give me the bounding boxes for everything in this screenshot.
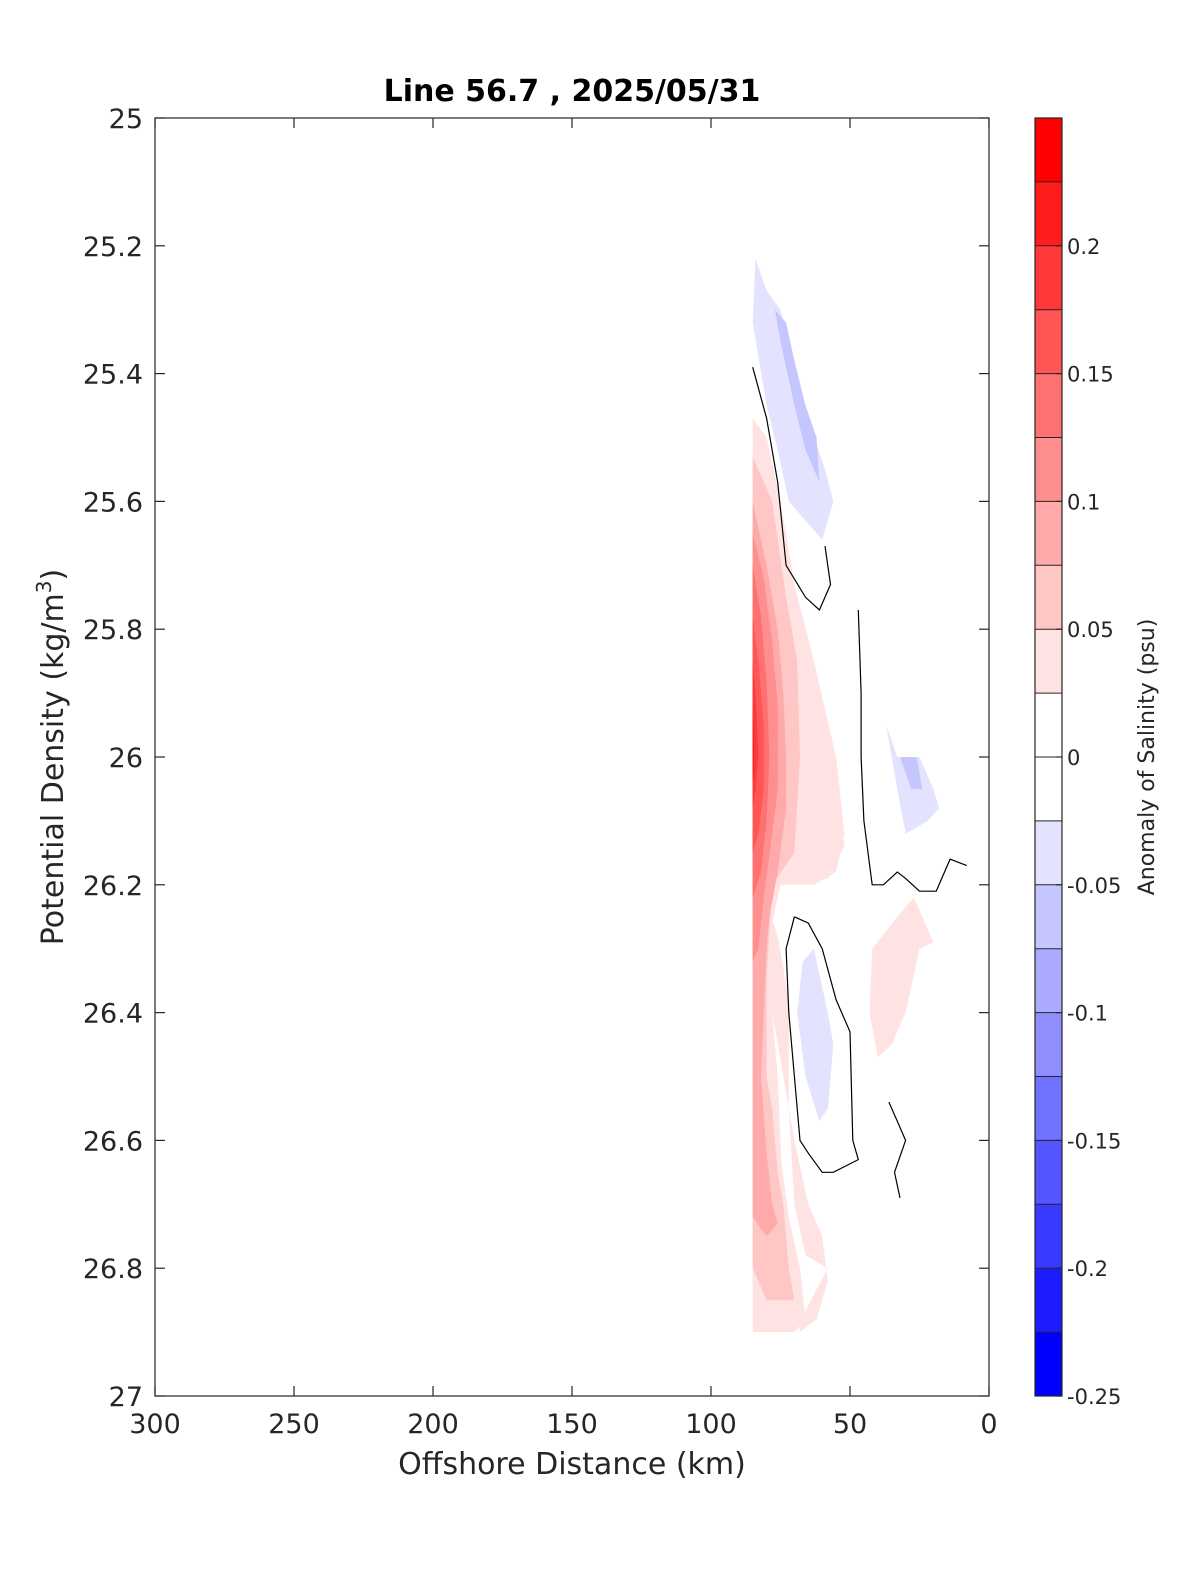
colorbar-band (1035, 1332, 1062, 1396)
colorbar-band (1035, 437, 1062, 502)
colorbar-band (1035, 1076, 1062, 1141)
contour-right (857, 609, 968, 892)
colorbar-tick-label: 0 (1067, 746, 1080, 770)
colorbar-tick-label: -0.05 (1067, 874, 1121, 898)
y-tick-label: 27 (109, 1382, 143, 1413)
y-tick-label: 25.8 (83, 615, 143, 646)
colorbar-band (1035, 245, 1062, 310)
y-axis-label-superscript: 3 (32, 580, 56, 593)
colorbar-tick-label: -0.2 (1067, 1257, 1108, 1281)
colorbar-tick-label: 0.2 (1067, 235, 1100, 259)
x-tick-label: 0 (980, 1409, 997, 1440)
colorbar-tick-label: 0.05 (1067, 618, 1114, 642)
colorbar-band (1035, 1140, 1062, 1205)
colorbar-label: Anomaly of Salinity (psu) (1135, 619, 1160, 896)
colorbar-band (1035, 948, 1062, 1013)
contour-lower-hook (888, 1101, 907, 1199)
colorbar-tick-label: 0.15 (1067, 363, 1114, 387)
colorbar-band (1035, 757, 1062, 821)
y-tick-label: 25.6 (83, 487, 143, 518)
colorbar-tick-label: 0.1 (1067, 490, 1100, 514)
colorbar-band (1035, 501, 1062, 566)
colorbar-band (1035, 565, 1062, 630)
plot-area: 300 250 200 150 100 50 0 2525.225.425.625.8262… (83, 104, 998, 1440)
y-axis-label-close: ) (36, 569, 71, 581)
contour-fill-pos-9 (752, 705, 755, 783)
colorbar-band (1035, 820, 1062, 885)
contour-fill-pos-8 (752, 661, 759, 809)
y-tick-label: 26.4 (83, 999, 143, 1030)
x-axis-label: Offshore Distance (km) (398, 1447, 746, 1482)
zero-contours (752, 367, 968, 1199)
contour-fill-pos-10 (869, 897, 934, 1058)
contour-upper (752, 367, 832, 612)
x-tick-label: 200 (407, 1409, 459, 1440)
colorbar-tick-label: -0.25 (1067, 1385, 1121, 1409)
contour-fill-pos-7 (752, 616, 764, 853)
x-tick-label: 150 (546, 1409, 598, 1440)
colorbar: 0.2 0.15 0.1 0.05 0 -0.05 -0.1 -0.15 -0.2 -0.25 (1034, 117, 1121, 1409)
contour-fill-neg-2 (774, 309, 820, 483)
y-axis-ticks: 25 25.2 25.4 25.6 25.8 26 26.2 26.4 26.6 26.8 27 (83, 104, 989, 1413)
colorbar-band (1035, 373, 1062, 438)
y-tick-label: 25.4 (83, 360, 143, 391)
y-tick-label: 26 (109, 743, 143, 774)
colorbar-band (1035, 693, 1062, 757)
x-axis-ticks: 300 250 200 150 100 50 0 (129, 118, 998, 1440)
colorbar-band (1035, 884, 1062, 949)
contour-loop (785, 916, 860, 1173)
colorbar-band (1035, 181, 1062, 246)
colorbar-band (1035, 309, 1062, 374)
y-axis-label-main: Potential Density (kg/m (36, 593, 71, 945)
contour-fill-neg-4 (900, 757, 923, 789)
colorbar-band (1035, 1012, 1062, 1077)
plot-background (155, 118, 989, 1396)
colorbar-band (1035, 1268, 1062, 1333)
colorbar-tick-label: -0.15 (1067, 1129, 1121, 1153)
contour-fill-neg-1 (752, 258, 834, 540)
x-tick-label: 250 (268, 1409, 320, 1440)
colorbar-band (1035, 118, 1062, 182)
colorbar-ticks: 0.2 0.15 0.1 0.05 0 -0.05 -0.1 -0.15 -0.2 -0.25 (1056, 235, 1121, 1409)
chart-title: Line 56.7 , 2025/05/31 (384, 74, 761, 109)
contour-fill-neg-5 (797, 948, 834, 1122)
y-tick-label: 26.8 (83, 1254, 143, 1285)
contour-fills (752, 258, 939, 1333)
contour-fill-neg-3 (872, 673, 939, 834)
y-axis-label: Potential Density (kg/m3) (32, 569, 71, 945)
colorbar-band (1035, 1204, 1062, 1269)
x-tick-label: 50 (833, 1409, 867, 1440)
colorbar-tick-label: -0.1 (1067, 1002, 1108, 1026)
x-tick-label: 300 (129, 1409, 181, 1440)
colorbar-band (1035, 629, 1062, 694)
y-tick-label: 26.6 (83, 1126, 143, 1157)
x-tick-label: 100 (685, 1409, 737, 1440)
y-tick-label: 25 (109, 104, 143, 135)
y-tick-label: 25.2 (83, 232, 143, 263)
y-tick-label: 26.2 (83, 871, 143, 902)
colorbar-bands (1035, 117, 1062, 1396)
